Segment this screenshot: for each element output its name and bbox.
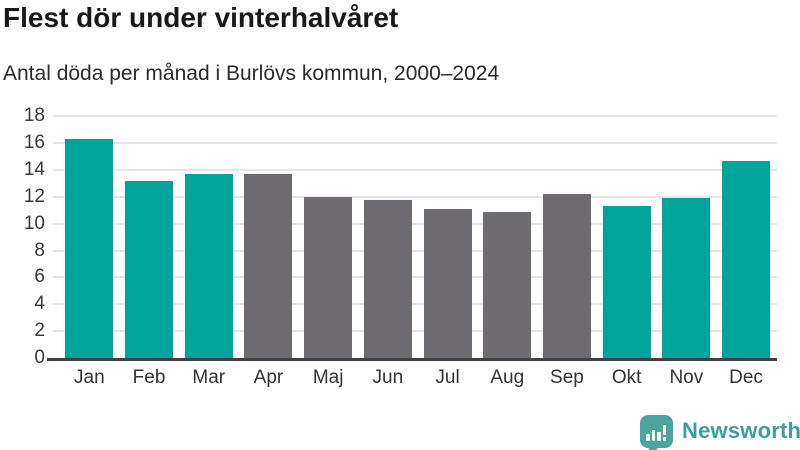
logo-mini-bars <box>646 421 667 441</box>
y-tick-label-2: 2 <box>34 320 45 342</box>
gridline-4 <box>53 303 777 306</box>
x-axis-line <box>47 358 777 361</box>
bar-maj <box>304 196 353 358</box>
x-tick-label-sep: Sep <box>550 367 584 388</box>
x-tick-label-jan: Jan <box>74 367 105 388</box>
y-tick-label-12: 12 <box>23 185 45 207</box>
chart-subtitle: Antal döda per månad i Burlövs kommun, 2… <box>3 62 500 85</box>
y-tick-label-18: 18 <box>23 105 45 127</box>
bar-apr <box>244 174 293 358</box>
gridline-8 <box>53 249 777 252</box>
gridline-16 <box>53 142 777 145</box>
newsworthy-logo: Newsworthy <box>640 413 800 450</box>
bar-sep <box>542 194 591 358</box>
bar-jan <box>65 139 114 358</box>
y-tick-label-8: 8 <box>34 239 45 261</box>
x-tick-label-nov: Nov <box>669 367 704 388</box>
bar-feb <box>125 180 174 358</box>
gridline-2 <box>53 330 777 333</box>
x-tick-label-jun: Jun <box>372 367 404 388</box>
y-tick-label-6: 6 <box>34 266 45 288</box>
x-tick-label-apr: Apr <box>253 367 284 388</box>
x-tick-label-mar: Mar <box>192 367 226 388</box>
chart-title: Flest dör under vinterhalvåret <box>3 2 399 33</box>
x-tick-label-maj: Maj <box>312 367 344 388</box>
x-tick-label-jul: Jul <box>435 367 460 388</box>
newsworthy-brand-text: Newsworthy <box>682 418 800 443</box>
x-tick-label-okt: Okt <box>611 367 642 388</box>
gridline-10 <box>53 222 777 225</box>
y-tick-label-0: 0 <box>34 347 45 368</box>
gridline-6 <box>53 276 777 279</box>
gridline-18 <box>53 115 777 118</box>
bar-chart-speech-bubble-icon <box>640 414 673 450</box>
bar-okt <box>602 206 651 358</box>
bar-jul <box>423 209 472 358</box>
bar-dec <box>722 160 771 358</box>
bar-jun <box>363 199 412 358</box>
bar-aug <box>483 211 532 358</box>
y-tick-label-14: 14 <box>23 159 45 181</box>
gridline-12 <box>53 195 777 198</box>
gridline-14 <box>53 169 777 172</box>
y-tick-label-10: 10 <box>23 212 45 234</box>
x-tick-label-aug: Aug <box>490 367 525 388</box>
bar-nov <box>662 198 711 358</box>
y-tick-label-4: 4 <box>34 293 45 315</box>
x-tick-label-feb: Feb <box>132 367 166 388</box>
x-tick-label-dec: Dec <box>729 367 763 388</box>
logo-exclamation <box>662 425 666 441</box>
bar-mar <box>184 174 233 358</box>
y-tick-label-16: 16 <box>23 132 45 154</box>
